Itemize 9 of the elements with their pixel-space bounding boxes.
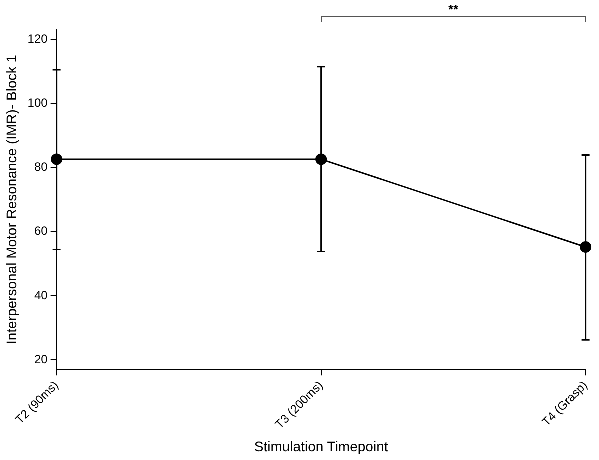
y-tick-label: 80: [34, 160, 48, 174]
y-tick-label: 100: [28, 96, 48, 110]
y-tick-label: 20: [34, 352, 48, 366]
y-tick-label: 120: [28, 32, 48, 46]
x-axis-title: Stimulation Timepoint: [254, 438, 388, 454]
y-tick-label: 60: [34, 224, 48, 238]
y-tick-label: 40: [34, 288, 48, 302]
text: **: [448, 2, 459, 17]
y-axis-title: Interpersonal Motor Resonance (IMR)- Block 1: [3, 54, 20, 345]
